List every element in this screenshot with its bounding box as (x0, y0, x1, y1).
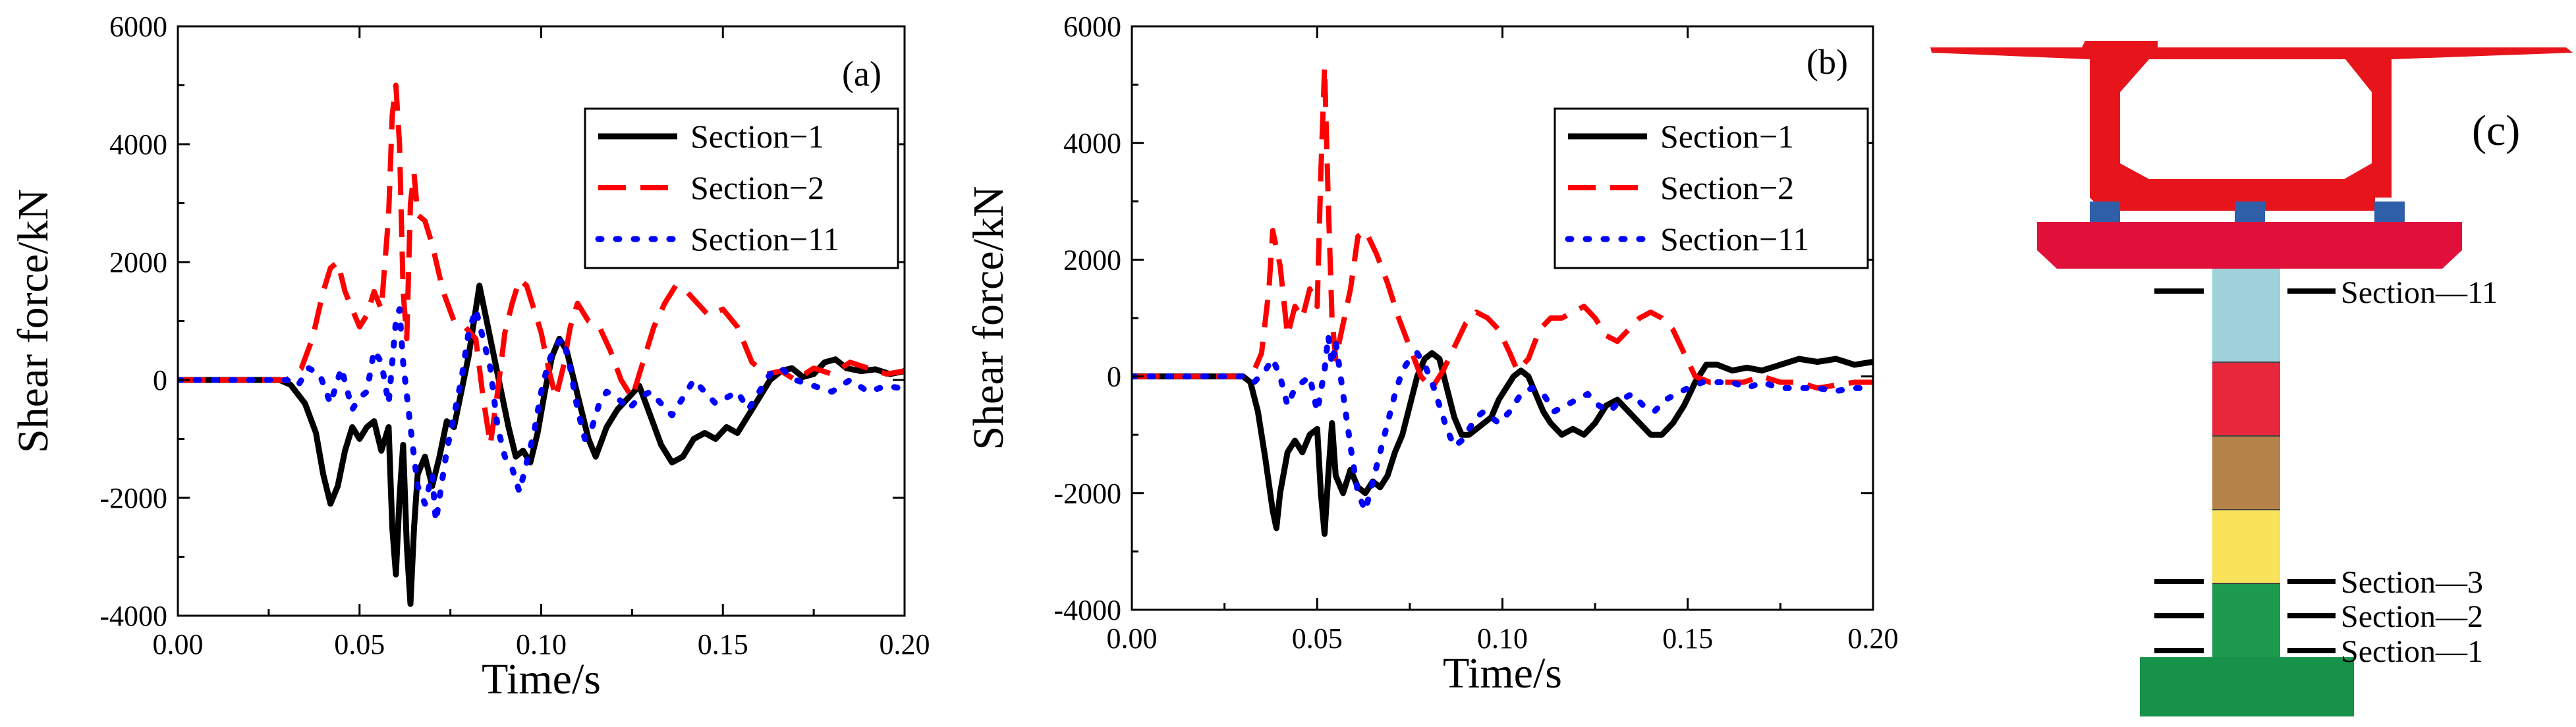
y-tick-label-b-1: -2000 (1053, 477, 1121, 510)
x-tick-label-a-0: 0.00 (153, 628, 204, 660)
legend-label-a-3: Section−11 (690, 221, 839, 257)
legend-label-b-3: Section−11 (1660, 221, 1809, 257)
bearing-left (2090, 202, 2120, 223)
series-line-a-3 (178, 306, 905, 525)
panel-c-label: (c) (2472, 107, 2520, 155)
section-1-label: Section—1 (2341, 634, 2483, 669)
section-marks (2154, 288, 2336, 653)
x-tick-label-b-3: 0.15 (1662, 622, 1713, 655)
pier-segment-4 (2212, 510, 2280, 583)
section-2-label: Section—2 (2341, 599, 2483, 634)
legend-label-a-2: Section−2 (690, 169, 824, 206)
pier-segment-5 (2212, 583, 2280, 657)
pier-segment-2 (2212, 362, 2280, 436)
cap-beam (2037, 222, 2462, 269)
x-tick-label-b-1: 0.05 (1292, 622, 1343, 655)
y-tick-label-a-0: -4000 (99, 600, 167, 632)
section-3-label: Section—3 (2341, 565, 2483, 600)
x-tick-label-a-4: 0.20 (880, 628, 930, 660)
legend-b: Section−1 Section−2 Section−11 (1554, 107, 1869, 269)
pier-segment-1 (2212, 269, 2280, 362)
x-axis-title-b: Time/s (1443, 649, 1562, 697)
y-tick-label-a-1: -2000 (99, 482, 167, 514)
pier-segment-3 (2212, 436, 2280, 510)
box-girder-cell (2120, 59, 2372, 179)
y-tick-label-b-3: 2000 (1063, 244, 1121, 276)
y-tick-label-b-4: 4000 (1063, 127, 1121, 159)
y-axis-title-a: Shear force/kN (9, 189, 57, 453)
legend-label-b-2: Section−2 (1660, 169, 1794, 206)
legend-label-b-1: Section−1 (1660, 118, 1794, 155)
segment-joints (2212, 362, 2280, 584)
chart-panel-b: 0.00 0.05 0.10 0.15 0.20 -4000 -2000 0 2000 4000 6… (965, 11, 1899, 697)
y-tick-label-a-2: 0 (153, 364, 167, 396)
x-tick-label-a-2: 0.10 (516, 628, 567, 660)
legend-label-a-1: Section−1 (690, 118, 824, 155)
bearing-middle (2235, 202, 2265, 223)
legend-a: Section−1 Section−2 Section−11 (584, 107, 899, 269)
series-lines-b (1132, 65, 1873, 537)
panel-label-a: (a) (842, 54, 882, 94)
chart-panel-a: 0.00 0.05 0.10 0.15 0.20 -4000 -2000 0 2000 4000 6… (9, 11, 930, 703)
x-axis-title-a: Time/s (482, 655, 601, 703)
bearing-right (2374, 202, 2405, 223)
y-tick-label-a-3: 2000 (109, 246, 167, 279)
series-line-b-1 (1132, 350, 1873, 537)
series-line-a-2 (178, 82, 905, 448)
series-line-a-1 (178, 283, 905, 607)
x-tick-label-a-3: 0.15 (698, 628, 748, 660)
section-11-label: Section—11 (2341, 275, 2498, 310)
x-tick-label-b-0: 0.00 (1107, 622, 1158, 655)
y-tick-label-b-5: 6000 (1063, 11, 1121, 43)
x-tick-label-a-1: 0.05 (334, 628, 385, 660)
y-tick-label-b-0: -4000 (1053, 594, 1121, 626)
y-axis-title-b: Shear force/kN (965, 186, 1013, 450)
y-tick-label-b-2: 0 (1107, 361, 1121, 393)
x-tick-label-b-4: 0.20 (1848, 622, 1899, 655)
series-lines-a (178, 82, 905, 607)
y-tick-label-a-4: 4000 (109, 128, 167, 161)
series-line-b-2 (1132, 65, 1873, 391)
series-line-b-3 (1132, 333, 1873, 514)
panel-label-b: (b) (1806, 42, 1848, 82)
bridge-pier-diagram: Section—11 Section—3 Section—2 Section—1… (1930, 41, 2573, 716)
y-tick-label-a-5: 6000 (109, 11, 167, 43)
footing (2140, 657, 2354, 716)
x-tick-label-b-2: 0.10 (1477, 622, 1528, 655)
